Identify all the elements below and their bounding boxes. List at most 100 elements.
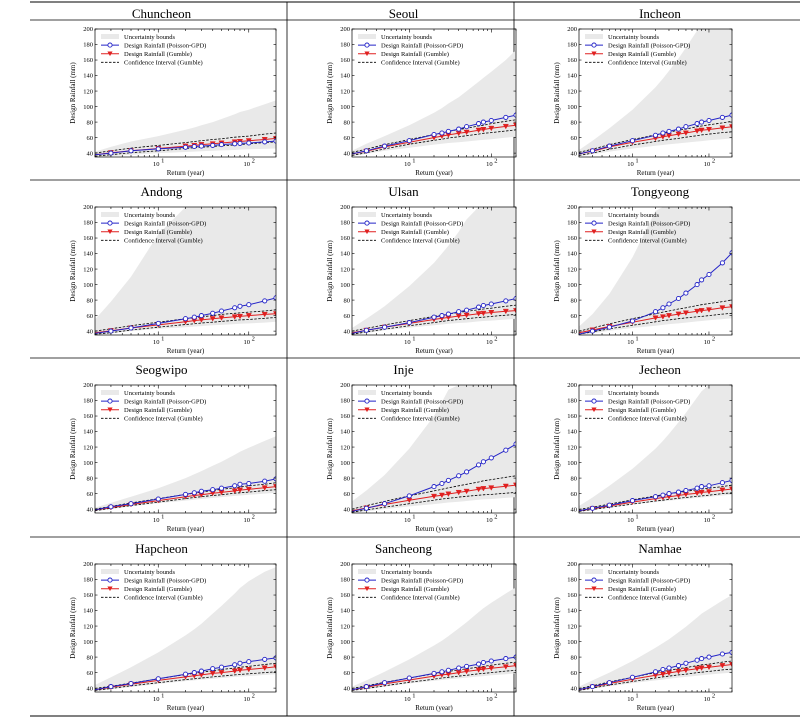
gpd-point (629, 318, 636, 324)
gpd-point (652, 309, 659, 315)
legend-ci-label: Confidence Interval (Gumble) (608, 60, 687, 67)
y-tick-label: 100 (567, 282, 577, 289)
gumble-point (694, 490, 701, 497)
gpd-point (666, 128, 672, 134)
panel-title: Seogwipo (136, 362, 188, 377)
gpd-point (155, 320, 161, 326)
gpd-point (431, 314, 437, 320)
y-tick-label: 180 (567, 577, 577, 584)
legend-gumble-marker (591, 51, 597, 57)
gumble-point (719, 305, 726, 311)
legend-gumble-marker (107, 586, 113, 592)
y-tick-label: 100 (83, 639, 93, 646)
gumble-point (512, 308, 516, 314)
panel-title: Andong (141, 184, 183, 199)
x-tick-label-exponent: 2 (494, 514, 497, 521)
legend-band-label: Uncertainty bounds (381, 34, 433, 41)
uncertainty-band (95, 436, 276, 512)
gpd-point (445, 311, 451, 317)
legend-gpd-marker (364, 220, 370, 226)
legend-gumble-label: Design Rainfall (Gumble) (381, 229, 449, 236)
panel-title: Sancheong (375, 541, 433, 556)
gpd-point (629, 674, 636, 680)
y-tick-label: 40 (87, 685, 94, 692)
ci-upper-line (95, 482, 276, 510)
gumble-point (652, 315, 659, 321)
gpd-point (666, 491, 672, 497)
gumble-point (502, 123, 509, 130)
gumble-point (488, 125, 495, 132)
gumble-point (512, 482, 516, 489)
x-tick-label-exponent: 1 (161, 336, 164, 343)
x-tick-label-exponent: 1 (412, 514, 415, 521)
gpd-point (232, 141, 238, 147)
gpd-point (182, 316, 189, 322)
legend-ci-label: Confidence Interval (Gumble) (381, 416, 460, 423)
gpd-point (699, 484, 705, 490)
x-axis-label: Return (year) (167, 525, 205, 533)
gumble-point (480, 666, 487, 673)
legend-band-label: Uncertainty bounds (381, 390, 433, 397)
x-tick-label-exponent: 1 (635, 693, 638, 700)
gumble-point (512, 663, 516, 669)
gpd-point (706, 117, 712, 124)
gpd-point (694, 485, 700, 491)
y-tick-label: 140 (340, 608, 350, 615)
gpd-point (652, 132, 659, 138)
legend-band-label: Uncertainty bounds (608, 390, 660, 397)
gpd-point (191, 314, 197, 320)
gpd-point (232, 483, 238, 489)
legend-band-label: Uncertainty bounds (124, 390, 176, 397)
gpd-point (480, 302, 486, 309)
legend-ci-label: Confidence Interval (Gumble) (381, 238, 460, 245)
plot-data (95, 207, 276, 335)
x-axis-label: Return (year) (167, 347, 205, 355)
gpd-point (155, 676, 161, 682)
gpd-point (719, 480, 725, 486)
y-tick-label: 200 (567, 26, 577, 33)
gumble-point (488, 485, 495, 491)
gpd-point (363, 327, 369, 333)
gpd-point (480, 659, 486, 666)
legend-gumble-label: Design Rainfall (Gumble) (124, 586, 192, 593)
y-tick-label: 100 (83, 104, 93, 111)
y-tick-label: 80 (87, 297, 94, 304)
plot-data (352, 49, 516, 157)
y-tick-label: 40 (571, 328, 578, 335)
legend-gpd-label: Design Rainfall (Poisson-GPD) (608, 220, 690, 227)
gumble-point (438, 492, 445, 499)
panel-title: Chuncheon (132, 6, 192, 21)
y-tick-label: 180 (83, 42, 93, 49)
gpd-point (683, 124, 689, 130)
gumble-point (665, 670, 673, 676)
gumble-point (480, 127, 487, 133)
gpd-point (262, 656, 268, 662)
legend-band-swatch (585, 212, 603, 217)
y-tick-label: 100 (83, 460, 93, 467)
gpd-point (488, 301, 494, 307)
y-tick-label: 160 (83, 413, 93, 420)
gpd-point (719, 114, 725, 120)
legend-band-label: Uncertainty bounds (124, 212, 176, 219)
uncertainty-band (352, 49, 516, 157)
legend-gpd-label: Design Rainfall (Poisson-GPD) (381, 42, 463, 49)
legend-gumble-label: Design Rainfall (Gumble) (124, 407, 192, 414)
gumble-point (719, 487, 726, 494)
gumble-point (261, 665, 268, 671)
gpd-point (198, 488, 204, 494)
y-tick-label: 60 (344, 670, 351, 677)
x-tick-label-exponent: 1 (161, 693, 164, 700)
y-tick-label: 120 (83, 266, 93, 273)
gumble-point (694, 308, 701, 315)
x-axis-label: Return (year) (415, 169, 453, 177)
gpd-point (191, 670, 197, 676)
panel-title: Incheon (639, 6, 681, 21)
gpd-point (246, 480, 252, 487)
